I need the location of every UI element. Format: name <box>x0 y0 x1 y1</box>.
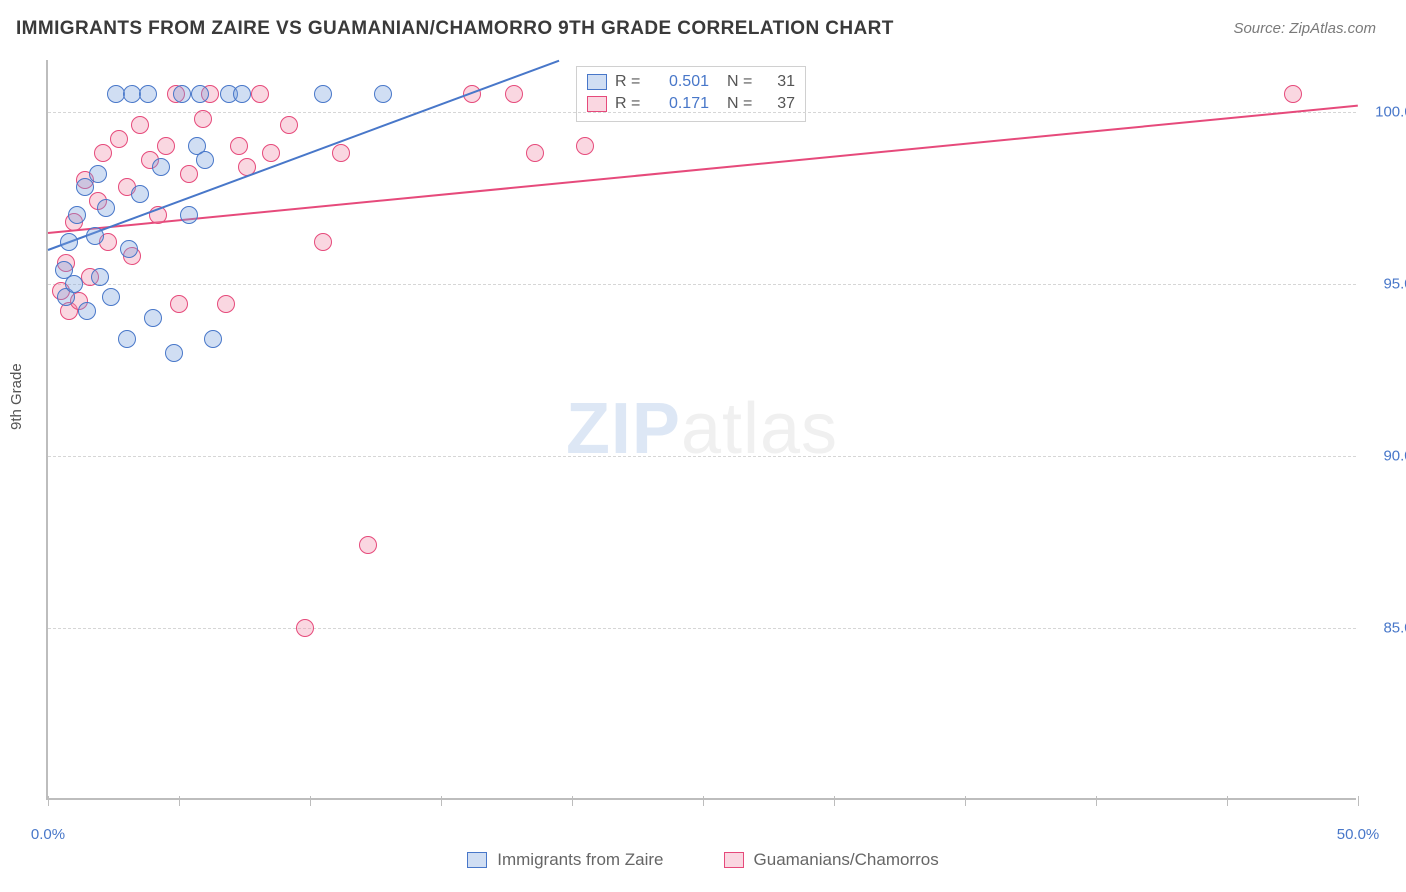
r-value-pink: 0.171 <box>651 95 709 113</box>
gridline <box>48 112 1356 113</box>
data-point-blue <box>97 199 115 217</box>
y-axis-label: 9th Grade <box>8 363 25 430</box>
n-value-blue: 31 <box>765 73 795 91</box>
swatch-pink <box>587 96 607 112</box>
data-point-blue <box>173 85 191 103</box>
data-point-blue <box>65 275 83 293</box>
data-point-blue <box>204 330 222 348</box>
data-point-pink <box>332 144 350 162</box>
data-point-blue <box>314 85 332 103</box>
data-point-blue <box>196 151 214 169</box>
data-point-blue <box>120 240 138 258</box>
data-point-blue <box>152 158 170 176</box>
x-tick <box>572 796 573 806</box>
data-point-pink <box>262 144 280 162</box>
data-point-pink <box>180 165 198 183</box>
data-point-pink <box>314 233 332 251</box>
data-point-pink <box>280 116 298 134</box>
data-point-blue <box>60 233 78 251</box>
legend-label-pink: Guamanians/Chamorros <box>754 850 939 870</box>
data-point-blue <box>180 206 198 224</box>
n-label: N = <box>717 73 757 91</box>
data-point-pink <box>157 137 175 155</box>
legend-item-blue: Immigrants from Zaire <box>467 850 663 870</box>
x-tick <box>834 796 835 806</box>
data-point-blue <box>68 206 86 224</box>
x-tick <box>441 796 442 806</box>
stats-legend-row-blue: R = 0.501 N = 31 <box>587 71 795 93</box>
r-label: R = <box>615 95 643 113</box>
data-point-blue <box>131 185 149 203</box>
y-tick-label: 85.0% <box>1366 619 1406 636</box>
data-point-pink <box>505 85 523 103</box>
data-point-blue <box>89 165 107 183</box>
data-point-blue <box>144 309 162 327</box>
y-tick-label: 90.0% <box>1366 447 1406 464</box>
swatch-blue <box>467 852 487 868</box>
x-tick <box>48 796 49 806</box>
data-point-blue <box>78 302 96 320</box>
x-tick <box>965 796 966 806</box>
gridline <box>48 456 1356 457</box>
data-point-pink <box>359 536 377 554</box>
gridline <box>48 284 1356 285</box>
scatter-plot-area: ZIPatlas R = 0.501 N = 31 R = 0.171 N = … <box>46 60 1356 800</box>
r-value-blue: 0.501 <box>651 73 709 91</box>
x-tick <box>1227 796 1228 806</box>
data-point-blue <box>91 268 109 286</box>
swatch-blue <box>587 74 607 90</box>
data-point-pink <box>194 110 212 128</box>
data-point-blue <box>165 344 183 362</box>
x-tick <box>1096 796 1097 806</box>
data-point-pink <box>230 137 248 155</box>
data-point-pink <box>251 85 269 103</box>
watermark-zip: ZIP <box>566 388 681 470</box>
y-tick-label: 100.0% <box>1366 103 1406 120</box>
source-attribution: Source: ZipAtlas.com <box>1233 20 1376 37</box>
chart-title: IMMIGRANTS FROM ZAIRE VS GUAMANIAN/CHAMO… <box>16 18 894 40</box>
data-point-pink <box>526 144 544 162</box>
x-tick <box>703 796 704 806</box>
data-point-pink <box>131 116 149 134</box>
data-point-blue <box>233 85 251 103</box>
data-point-blue <box>86 227 104 245</box>
data-point-blue <box>118 330 136 348</box>
x-tick <box>179 796 180 806</box>
data-point-blue <box>191 85 209 103</box>
data-point-pink <box>217 295 235 313</box>
watermark-atlas: atlas <box>681 388 838 470</box>
n-value-pink: 37 <box>765 95 795 113</box>
data-point-blue <box>102 288 120 306</box>
r-label: R = <box>615 73 643 91</box>
series-legend: Immigrants from Zaire Guamanians/Chamorr… <box>0 850 1406 870</box>
watermark: ZIPatlas <box>566 388 838 470</box>
legend-label-blue: Immigrants from Zaire <box>497 850 663 870</box>
data-point-blue <box>374 85 392 103</box>
data-point-pink <box>1284 85 1302 103</box>
data-point-pink <box>94 144 112 162</box>
data-point-pink <box>576 137 594 155</box>
legend-item-pink: Guamanians/Chamorros <box>724 850 939 870</box>
swatch-pink <box>724 852 744 868</box>
data-point-pink <box>296 619 314 637</box>
gridline <box>48 628 1356 629</box>
x-tick <box>1358 796 1359 806</box>
x-tick-label: 0.0% <box>31 826 65 843</box>
data-point-blue <box>139 85 157 103</box>
x-tick-label: 50.0% <box>1337 826 1380 843</box>
x-tick <box>310 796 311 806</box>
data-point-pink <box>110 130 128 148</box>
y-tick-label: 95.0% <box>1366 275 1406 292</box>
data-point-pink <box>170 295 188 313</box>
n-label: N = <box>717 95 757 113</box>
stats-legend: R = 0.501 N = 31 R = 0.171 N = 37 <box>576 66 806 122</box>
data-point-blue <box>76 178 94 196</box>
